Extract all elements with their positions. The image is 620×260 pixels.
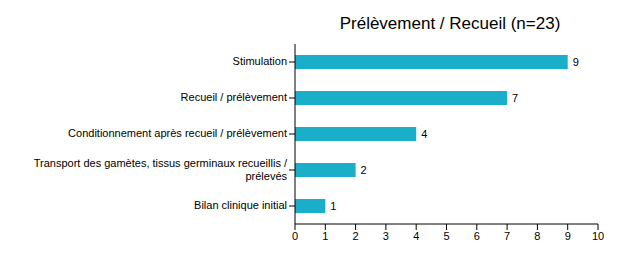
svg-text:Transport des gamètes, tissus: Transport des gamètes, tissus germinaux … — [34, 156, 288, 181]
svg-text:5: 5 — [443, 230, 449, 242]
svg-text:9: 9 — [565, 230, 571, 242]
svg-text:1: 1 — [330, 200, 336, 212]
svg-text:4: 4 — [413, 230, 419, 242]
svg-text:2: 2 — [353, 230, 359, 242]
svg-text:2: 2 — [361, 164, 367, 176]
svg-text:Recueil / prélèvement: Recueil / prélèvement — [181, 91, 287, 103]
svg-text:Conditionnement après recueil: Conditionnement après recueil / prélèvem… — [68, 127, 287, 139]
svg-text:0: 0 — [292, 230, 298, 242]
svg-text:Stimulation: Stimulation — [233, 55, 287, 67]
svg-text:10: 10 — [592, 230, 604, 242]
svg-text:7: 7 — [512, 92, 518, 104]
svg-text:7: 7 — [504, 230, 510, 242]
svg-text:Bilan clinique initial: Bilan clinique initial — [194, 199, 287, 211]
svg-text:3: 3 — [383, 230, 389, 242]
html-text:Prélèvement / Recueil (n=23): Prélèvement / Recueil (n=23) — [339, 14, 561, 33]
svg-text:9: 9 — [573, 56, 579, 68]
svg-text:6: 6 — [474, 230, 480, 242]
svg-text:8: 8 — [534, 230, 540, 242]
svg-text:1: 1 — [322, 230, 328, 242]
svg-text:4: 4 — [421, 128, 427, 140]
